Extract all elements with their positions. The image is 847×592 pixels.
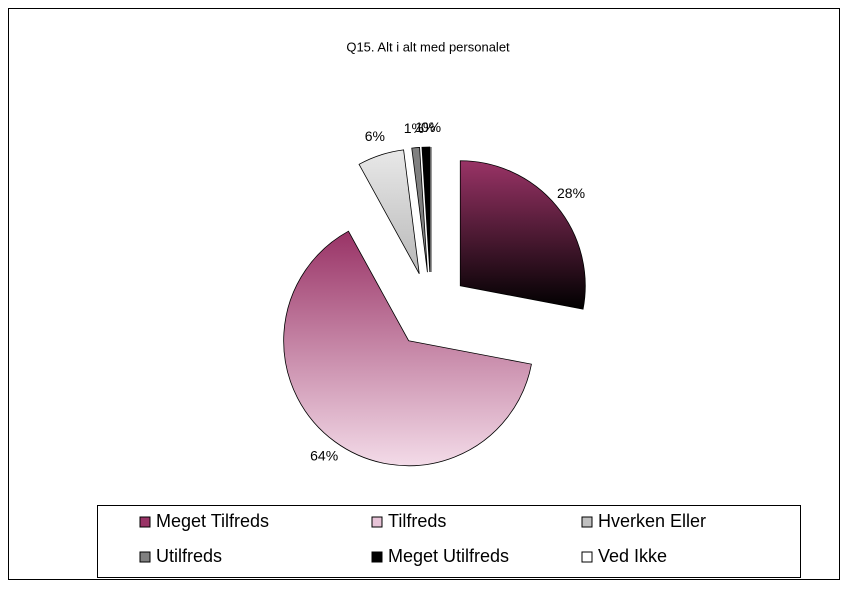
data-label: 1% <box>404 120 424 136</box>
pie-slice <box>358 149 420 275</box>
legend-label: Meget Tilfreds <box>156 511 269 531</box>
legend-swatch <box>371 516 383 528</box>
legend-swatch <box>581 551 593 563</box>
data-label: 1% <box>415 119 435 135</box>
pie-slice <box>411 146 428 273</box>
legend-swatch <box>581 516 593 528</box>
pie-slice <box>283 230 532 467</box>
chart-border <box>8 8 840 580</box>
data-label: 28% <box>557 185 585 201</box>
legend-label: Hverken Eller <box>598 511 706 531</box>
pie-slice <box>421 146 431 273</box>
data-label: 6% <box>365 128 385 144</box>
legend-swatch <box>139 551 151 563</box>
legend-label: Tilfreds <box>388 511 446 531</box>
data-label: 64% <box>310 448 338 464</box>
legend-swatch <box>139 516 151 528</box>
legend-label: Utilfreds <box>156 546 222 566</box>
legend-label: Ved Ikke <box>598 546 667 566</box>
pie-slice <box>459 160 586 310</box>
chart-title: Q15. Alt i alt med personalet <box>346 39 510 54</box>
legend-label: Meget Utilfreds <box>388 546 509 566</box>
legend-box <box>97 505 801 578</box>
data-label: 0% <box>421 119 441 135</box>
legend-swatch <box>371 551 383 563</box>
